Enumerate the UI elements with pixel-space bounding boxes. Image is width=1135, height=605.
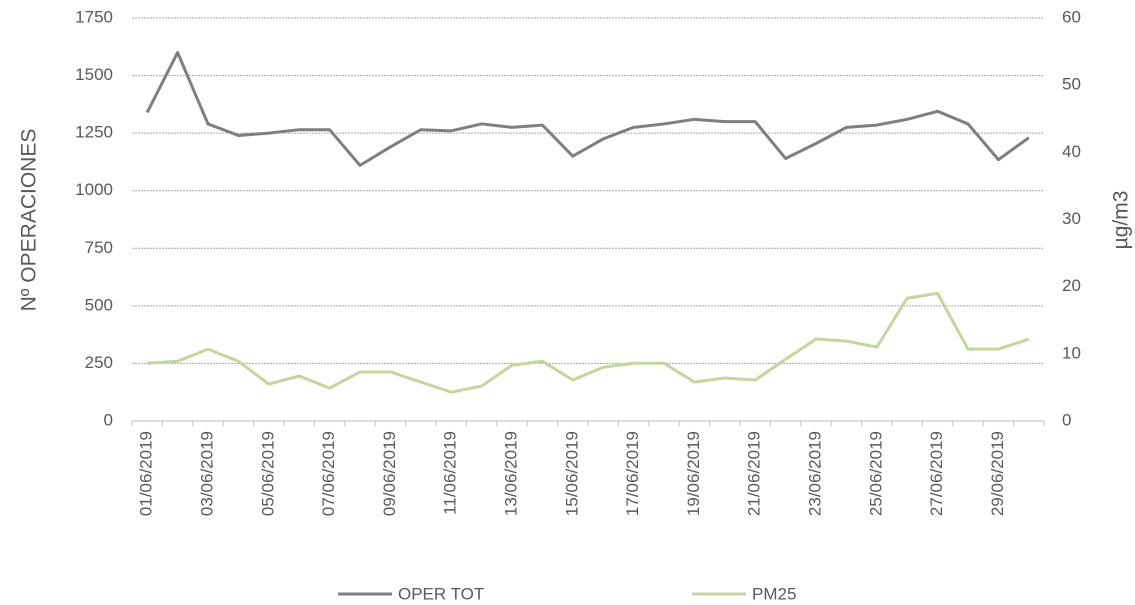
y2-tick-label: 50 (1062, 75, 1081, 94)
y-tick-label: 1000 (75, 180, 113, 199)
x-tick-label: 27/06/2019 (927, 431, 946, 516)
y-axis-title: Nº OPERACIONES (18, 129, 41, 312)
series-line (147, 291, 1030, 394)
x-tick-label: 21/06/2019 (745, 431, 764, 516)
y-tick-label: 0 (104, 410, 113, 429)
y2-tick-label: 10 (1062, 343, 1081, 362)
x-tick-label: 01/06/2019 (137, 431, 156, 516)
x-tick-label: 03/06/2019 (197, 431, 216, 516)
y-tick-label: 1500 (75, 65, 113, 84)
x-tick-label: 29/06/2019 (988, 431, 1007, 516)
y2-tick-label: 40 (1062, 142, 1081, 161)
x-tick-label: 05/06/2019 (258, 431, 277, 516)
y2-tick-label: 0 (1062, 410, 1071, 429)
y-tick-label: 750 (85, 238, 113, 257)
legend: OPER TOT PM25 (338, 584, 796, 603)
x-tick-label: 09/06/2019 (380, 431, 399, 516)
y2-tick-label: 20 (1062, 276, 1081, 295)
y-tick-label: 250 (85, 353, 113, 372)
y2-tick-label: 30 (1062, 209, 1081, 228)
y-tick-label: 1250 (75, 123, 113, 142)
x-tick-label: 11/06/2019 (441, 431, 460, 515)
x-tick-label: 15/06/2019 (562, 431, 581, 516)
y2-tick-label: 60 (1062, 7, 1081, 26)
x-tick-label: 13/06/2019 (501, 431, 520, 516)
series-line (145, 51, 1030, 167)
x-tick-label: 17/06/2019 (623, 431, 642, 516)
legend-label: OPER TOT (398, 584, 484, 603)
x-tick-label: 23/06/2019 (805, 431, 824, 516)
legend-label: PM25 (752, 584, 796, 603)
y-tick-label: 1750 (75, 7, 113, 26)
y-tick-label: 500 (85, 295, 113, 314)
x-tick-label: 25/06/2019 (866, 431, 885, 516)
x-tick-label: 07/06/2019 (319, 431, 338, 516)
y2-axis-title: µg/m3 (1110, 191, 1133, 250)
x-tick-label: 19/06/2019 (684, 431, 703, 516)
